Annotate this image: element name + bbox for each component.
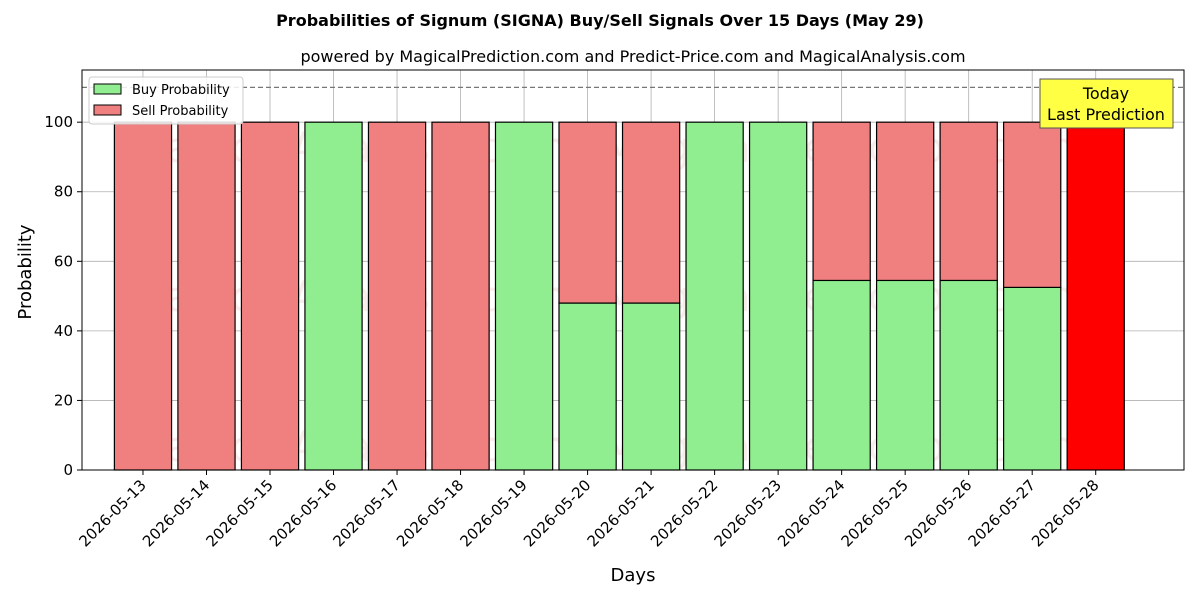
buy-bar (748, 121, 808, 471)
x-tick-label: 2026-05-18 (393, 476, 467, 550)
buy-bar (1003, 286, 1062, 471)
x-tick-label: 2026-05-28 (1028, 476, 1102, 550)
x-tick-label: 2026-05-17 (329, 476, 403, 550)
legend-label: Buy Probability (132, 83, 230, 98)
buy-bar (939, 279, 998, 471)
legend: Buy Probability Sell Probability (88, 76, 244, 125)
legend-swatch (93, 83, 122, 95)
sell-bar (939, 121, 998, 282)
sell-bar (1003, 121, 1062, 288)
annotation-text: Today (1082, 84, 1129, 103)
plot-area: MagicalAnalysis.comMagicalPrediction.com… (44, 69, 1185, 550)
legend-label: Sell Probability (132, 104, 229, 119)
y-axis-label: Probability (15, 224, 36, 319)
sell-bar (431, 121, 490, 471)
chart-title: Probabilities of Signum (SIGNA) Buy/Sell… (276, 11, 924, 30)
x-tick-label: 2026-05-24 (774, 476, 848, 550)
y-tick-label: 20 (54, 391, 73, 409)
y-tick-label: 100 (44, 113, 73, 131)
x-tick-label: 2026-05-19 (457, 476, 531, 550)
buy-bar (494, 121, 554, 471)
x-tick-label: 2026-05-26 (901, 476, 975, 550)
x-tick-label: 2026-05-14 (139, 476, 213, 550)
today-annotation: Today Last Prediction (1039, 78, 1174, 129)
x-tick-label: 2026-05-16 (266, 476, 340, 550)
annotation-text: Last Prediction (1047, 105, 1165, 124)
x-tick-label: 2026-05-27 (965, 476, 1039, 550)
buy-bar (621, 302, 681, 471)
y-tick-label: 0 (63, 461, 73, 479)
buy-bar (304, 121, 363, 471)
sell-bar (177, 121, 236, 471)
sell-bar (875, 121, 935, 282)
x-tick-label: 2026-05-21 (584, 476, 658, 550)
buy-bar (875, 279, 935, 471)
highlight-bar (1066, 121, 1125, 471)
x-tick-label: 2026-05-15 (202, 476, 276, 550)
x-axis-label: Days (611, 565, 656, 586)
sell-bar (621, 121, 681, 304)
x-tick-label: 2026-05-25 (838, 476, 912, 550)
y-tick-label: 60 (54, 252, 73, 270)
sell-bar (367, 121, 427, 471)
legend-swatch (93, 104, 122, 116)
buy-bar (812, 279, 871, 471)
sell-bar (812, 121, 871, 282)
x-tick-label: 2026-05-22 (647, 476, 721, 550)
chart-subtitle: powered by MagicalPrediction.com and Pre… (300, 47, 965, 66)
buy-bar (685, 121, 744, 471)
y-tick-label: 80 (54, 183, 73, 201)
buy-bar (558, 302, 617, 471)
legend-box (88, 76, 244, 125)
plot-frame (81, 69, 1185, 471)
sell-bar (113, 121, 173, 471)
annotation-box (1039, 78, 1174, 129)
x-tick-label: 2026-05-13 (75, 476, 149, 550)
sell-bar (240, 121, 300, 471)
y-tick-label: 40 (54, 322, 73, 340)
x-tick-label: 2026-05-23 (711, 476, 785, 550)
sell-bar (558, 121, 617, 304)
x-tick-label: 2026-05-20 (520, 476, 594, 550)
